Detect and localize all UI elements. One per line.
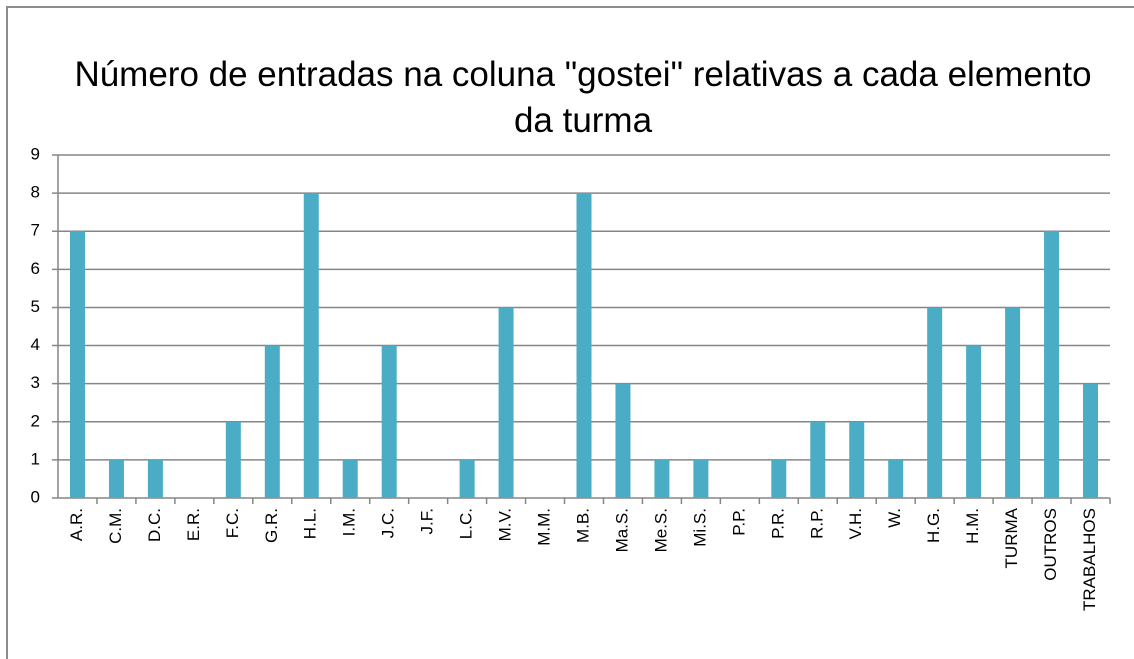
bar: [1083, 383, 1099, 498]
bar: [381, 345, 397, 498]
y-tick-label: 5: [31, 297, 40, 316]
y-tick-label: 7: [31, 221, 40, 240]
y-tick-label: 2: [31, 411, 40, 430]
y-tick-label: 3: [31, 373, 40, 392]
y-tick-label: 9: [31, 144, 40, 163]
bar: [342, 459, 358, 498]
x-tick-label: P.R.: [768, 508, 787, 539]
bar: [888, 459, 904, 498]
x-tick-label: G.R.: [262, 508, 281, 543]
x-tick-label: M.B.: [573, 508, 592, 543]
bar: [264, 345, 280, 498]
x-tick-label: I.M.: [340, 508, 359, 536]
bar: [459, 459, 475, 498]
bar: [615, 383, 631, 498]
chart-title: Número de entradas na coluna "gostei" re…: [74, 55, 1092, 140]
bar: [147, 459, 163, 498]
x-tick-label: C.M.: [106, 508, 125, 544]
x-tick-label: D.C.: [145, 508, 164, 542]
bar: [576, 193, 592, 498]
bar: [693, 459, 709, 498]
bar: [771, 459, 787, 498]
x-tick-label: F.C.: [223, 508, 242, 538]
bar: [966, 345, 982, 498]
x-tick-label: Ma.S.: [612, 508, 631, 552]
x-tick-label: H.L.: [301, 508, 320, 539]
bar: [108, 459, 124, 498]
y-tick-label: 1: [31, 449, 40, 468]
x-tick-label: P.P.: [729, 508, 748, 536]
x-tick-label: H.M.: [963, 508, 982, 544]
x-tick-label: V.H.: [846, 508, 865, 540]
bar: [1005, 307, 1021, 498]
x-tick-label: TURMA: [1002, 507, 1021, 568]
x-tick-label: R.P.: [807, 508, 826, 539]
x-tick-label: A.R.: [67, 508, 86, 541]
x-tick-label: E.R.: [184, 508, 203, 541]
bar: [810, 421, 826, 498]
x-tick-label: M.M.: [535, 508, 554, 546]
x-tick-label: J.C.: [379, 508, 398, 538]
y-tick-label: 8: [31, 183, 40, 202]
x-tick-label: TRABALHOS: [1080, 508, 1099, 611]
x-tick-label: Mi.S.: [690, 508, 709, 547]
bar: [225, 421, 241, 498]
x-tick-label: M.V.: [496, 508, 515, 541]
bar: [498, 307, 514, 498]
x-tick-label: Me.S.: [651, 508, 670, 552]
x-tick-label: H.G.: [924, 508, 943, 543]
bar: [849, 421, 865, 498]
y-tick-label: 4: [31, 335, 40, 354]
bar: [927, 307, 943, 498]
bar: [303, 193, 319, 498]
y-tick-label: 0: [31, 487, 40, 506]
frame: [6, 6, 1134, 659]
x-tick-label: J.F.: [418, 508, 437, 534]
bar: [654, 459, 670, 498]
y-tick-label: 6: [31, 259, 40, 278]
x-tick-label: OUTROS: [1041, 508, 1060, 581]
bar: [69, 231, 85, 498]
x-tick-label: W.: [885, 508, 904, 528]
x-tick-label: L.C.: [457, 508, 476, 539]
bar: [1044, 231, 1060, 498]
